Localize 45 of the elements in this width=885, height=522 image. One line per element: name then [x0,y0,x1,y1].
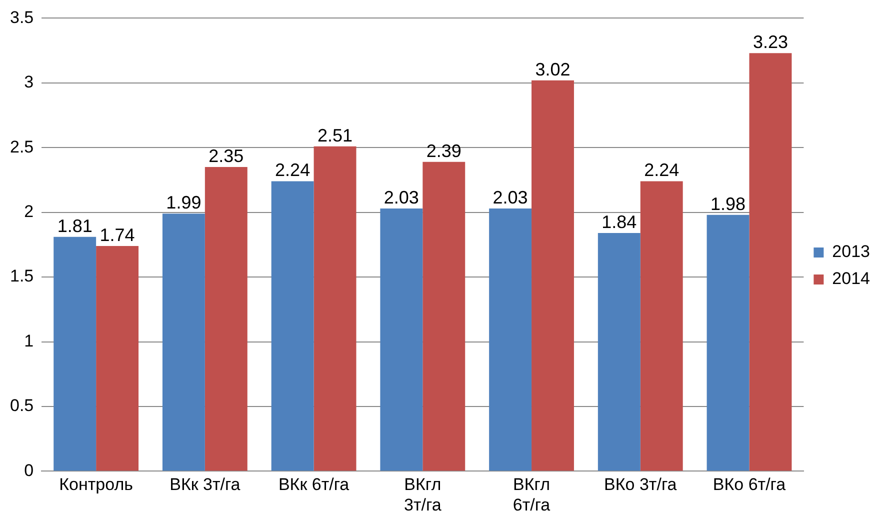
bar [271,181,314,471]
x-tick-label: ВКк 6т/га [278,475,350,494]
data-label: 2.24 [644,160,680,180]
data-label: 2.51 [318,125,353,146]
bar [422,162,466,471]
data-label: 2.03 [384,187,419,208]
bar [162,214,205,471]
x-tick-label: Контроль [59,475,134,494]
bar [532,80,574,471]
data-label: 1.74 [100,224,135,245]
y-tick-label: 3.5 [10,8,34,27]
data-label: 1.81 [57,216,92,236]
bar [54,236,96,471]
data-label: 1.84 [602,212,637,232]
data-label: 2.39 [426,140,462,161]
bar [706,214,750,471]
y-tick-label: 1 [24,331,34,350]
data-label: 2.24 [275,160,310,180]
bar [598,233,640,471]
x-tick-label: ВКо 3т/га [604,475,678,494]
x-tick-label: ВКгл 3т/га [404,475,442,514]
data-label: 1.98 [710,194,746,214]
data-label: 3.23 [752,32,788,52]
data-label: 2.03 [492,187,528,208]
y-tick-label: 0.5 [10,396,34,416]
x-tick-label: ВКгл 6т/га [512,475,551,514]
x-tick-label: ВКк 3т/га [170,475,241,494]
data-label: 1.99 [166,192,202,213]
y-tick-label: 2.5 [10,137,34,156]
bar [489,208,532,471]
legend-label: 2013 [832,242,870,262]
y-tick-label: 3 [24,72,34,92]
y-tick-label: 0 [24,460,34,480]
y-tick-label: 1.5 [10,266,34,286]
data-label: 3.02 [535,59,570,80]
y-tick-label: 2 [24,202,34,222]
bar [749,53,792,471]
bar [314,146,356,471]
bar [96,246,139,471]
bar [380,208,423,471]
x-tick-label: ВКо 6т/га [712,475,786,494]
data-label: 2.35 [208,146,244,166]
bar [640,181,683,471]
legend-label: 2014 [832,269,870,288]
bar [204,167,248,471]
